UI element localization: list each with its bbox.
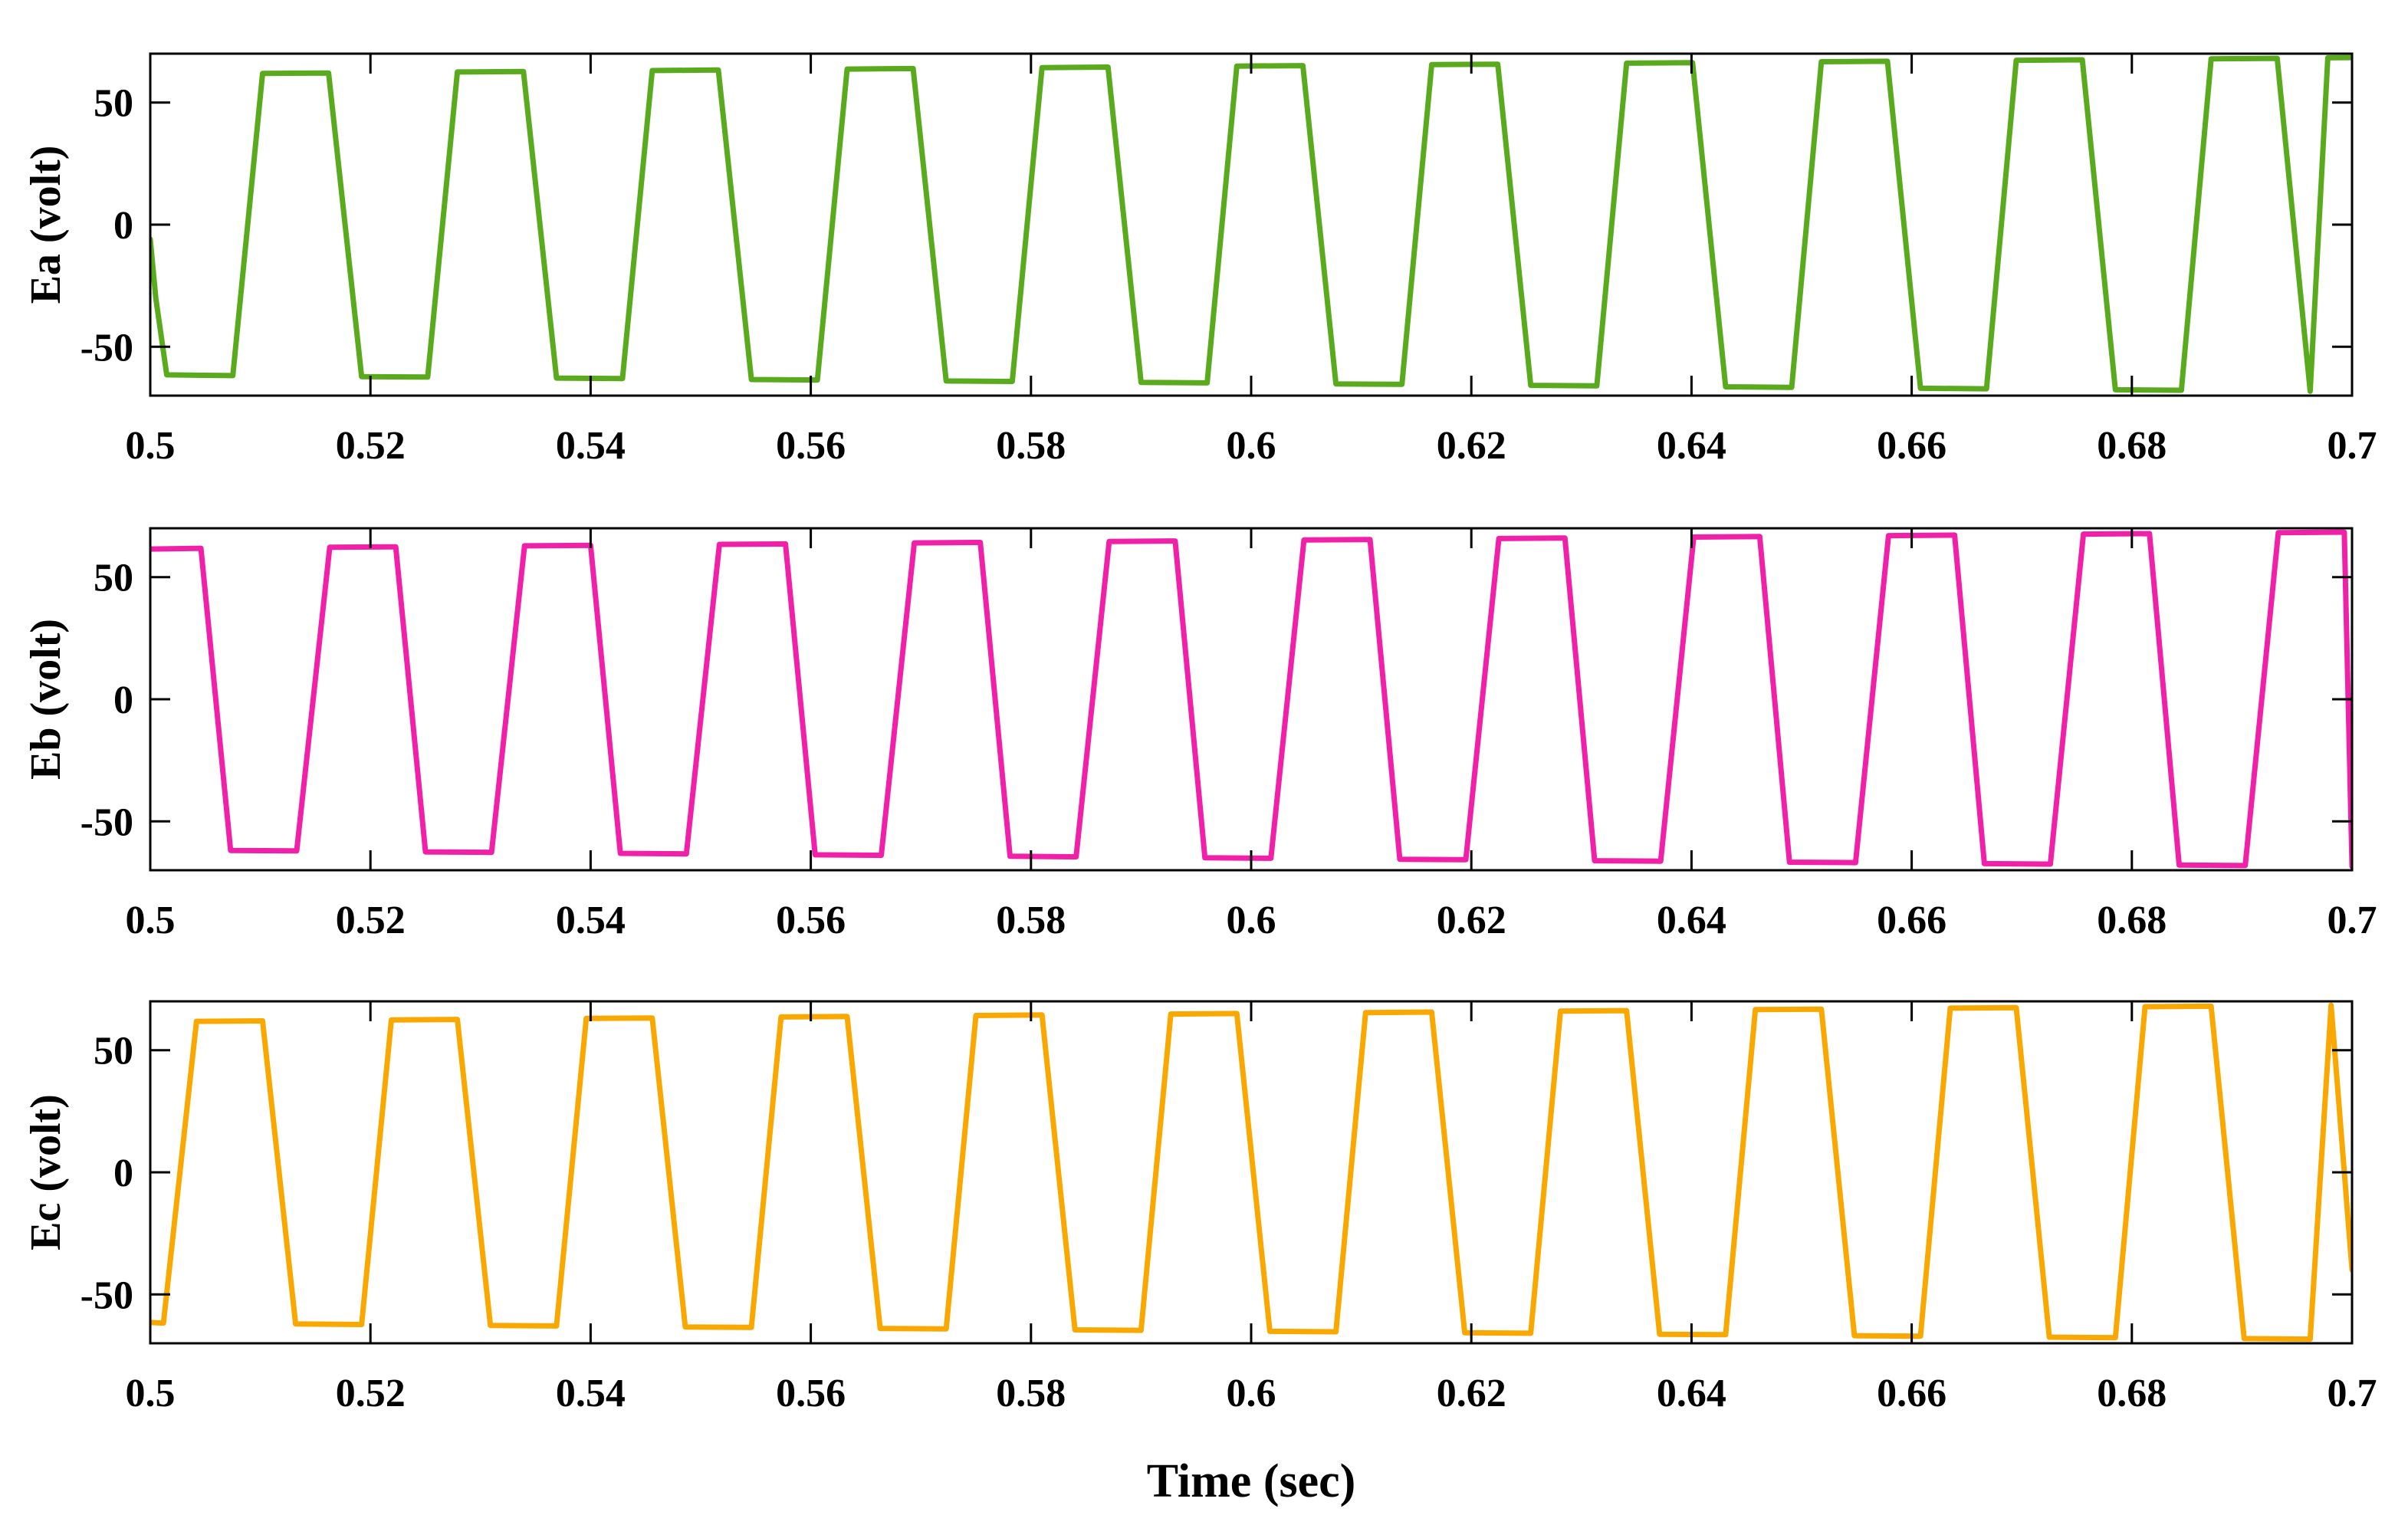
y-tick-label: -50: [80, 1274, 133, 1317]
y-tick-label: 0: [113, 1152, 133, 1195]
x-tick-label: 0.5: [126, 899, 176, 942]
x-tick-label: 0.58: [996, 1372, 1066, 1415]
x-tick-label: 0.56: [776, 424, 846, 468]
x-tick-label: 0.56: [776, 899, 846, 942]
series-line-ec: [150, 1002, 2352, 1343]
x-tick-label: 0.66: [1877, 899, 1946, 942]
subplot-3: 0.5 0.52 0.54 0.56 0.58 0.6 0.62 0.64 0.66 0.68 0.…: [22, 1000, 2377, 1507]
axes-box: [149, 52, 2354, 397]
x-tick-label: 0.54: [556, 424, 626, 468]
x-tick-label: 0.62: [1437, 1372, 1506, 1415]
x-axis-label: Time (sec): [1147, 1455, 1356, 1507]
x-tick-label: 0.54: [556, 1372, 626, 1415]
y-tick-label: -50: [80, 800, 133, 844]
y-axis-label: Eb (volt): [22, 619, 70, 780]
x-tick-label: 0.68: [2097, 1372, 2167, 1415]
x-tick-label: 0.7: [2328, 424, 2377, 468]
subplot-1: 0.5 0.52 0.54 0.56 0.58 0.6 0.62 0.64 0.66 0.68 0.…: [22, 52, 2377, 468]
subplots: 0.5 0.52 0.54 0.56 0.58 0.6 0.62 0.64 0.66 0.68 0.…: [22, 52, 2377, 1507]
y-tick-label: 0: [113, 679, 133, 722]
x-tick-label: 0.52: [336, 899, 406, 942]
series-line-eb: [150, 529, 2352, 869]
y-tick-label: 50: [94, 1030, 133, 1073]
x-tick-label: 0.68: [2097, 899, 2167, 942]
y-tick-label: 50: [94, 557, 133, 600]
x-tick-label: 0.7: [2328, 899, 2377, 942]
y-tick-label: 0: [113, 204, 133, 248]
x-tick-label: 0.62: [1437, 899, 1506, 942]
x-tick-label: 0.64: [1657, 424, 1726, 468]
x-tick-label: 0.62: [1437, 424, 1506, 468]
x-tick-label: 0.54: [556, 899, 626, 942]
x-tick-label: 0.68: [2097, 424, 2167, 468]
x-tick-label: 0.7: [2328, 1372, 2377, 1415]
axes-box: [149, 527, 2354, 872]
x-tick-label: 0.6: [1227, 424, 1276, 468]
x-tick-label: 0.5: [126, 424, 176, 468]
x-tick-label: 0.58: [996, 899, 1066, 942]
x-tick-label: 0.6: [1227, 899, 1276, 942]
x-tick-label: 0.66: [1877, 424, 1946, 468]
x-tick-label: 0.56: [776, 1372, 846, 1415]
x-tick-label: 0.64: [1657, 899, 1726, 942]
x-tick-label: 0.58: [996, 424, 1066, 468]
y-axis-label: Ec (volt): [22, 1094, 70, 1251]
x-tick-label: 0.66: [1877, 1372, 1946, 1415]
x-tick-label: 0.5: [126, 1372, 176, 1415]
x-tick-label: 0.52: [336, 1372, 406, 1415]
y-tick-label: -50: [80, 326, 133, 370]
y-axis-label: Ea (volt): [22, 146, 70, 304]
x-tick-label: 0.64: [1657, 1372, 1726, 1415]
series-line-ea: [150, 54, 2352, 394]
y-tick-label: 50: [94, 82, 133, 126]
x-tick-label: 0.6: [1227, 1372, 1276, 1415]
x-tick-label: 0.52: [336, 424, 406, 468]
subplot-2: 0.5 0.52 0.54 0.56 0.58 0.6 0.62 0.64 0.66 0.68 0.…: [22, 527, 2377, 942]
